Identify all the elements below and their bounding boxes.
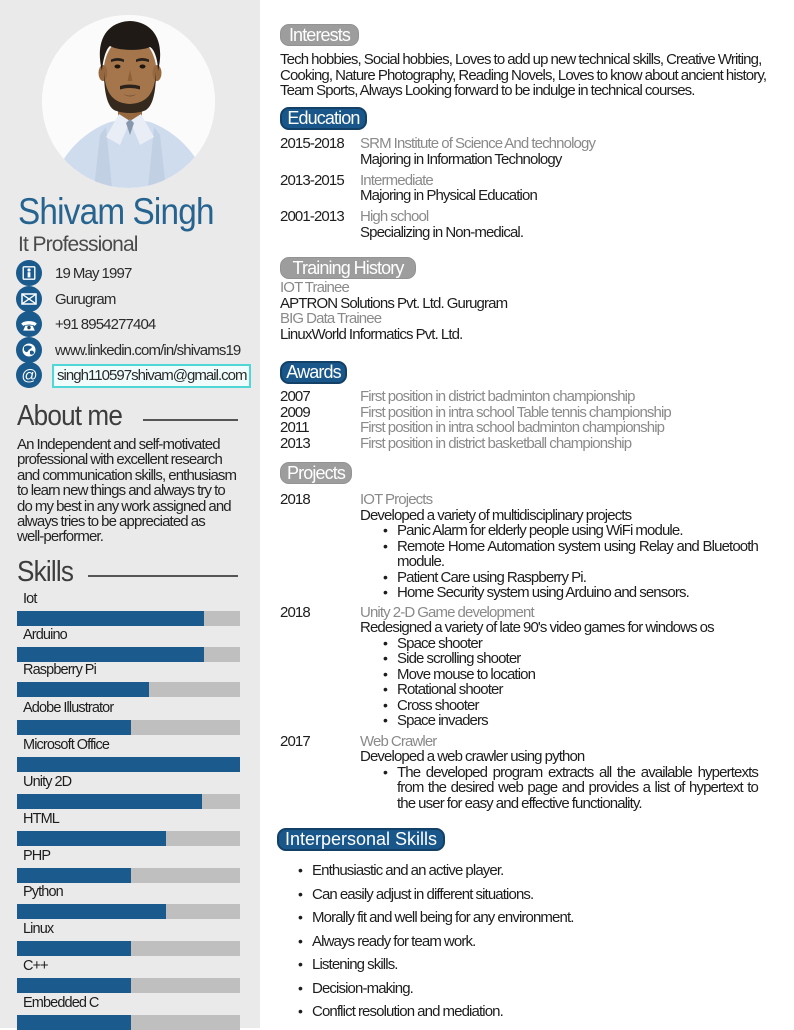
svg-text:@: @ xyxy=(21,368,36,385)
